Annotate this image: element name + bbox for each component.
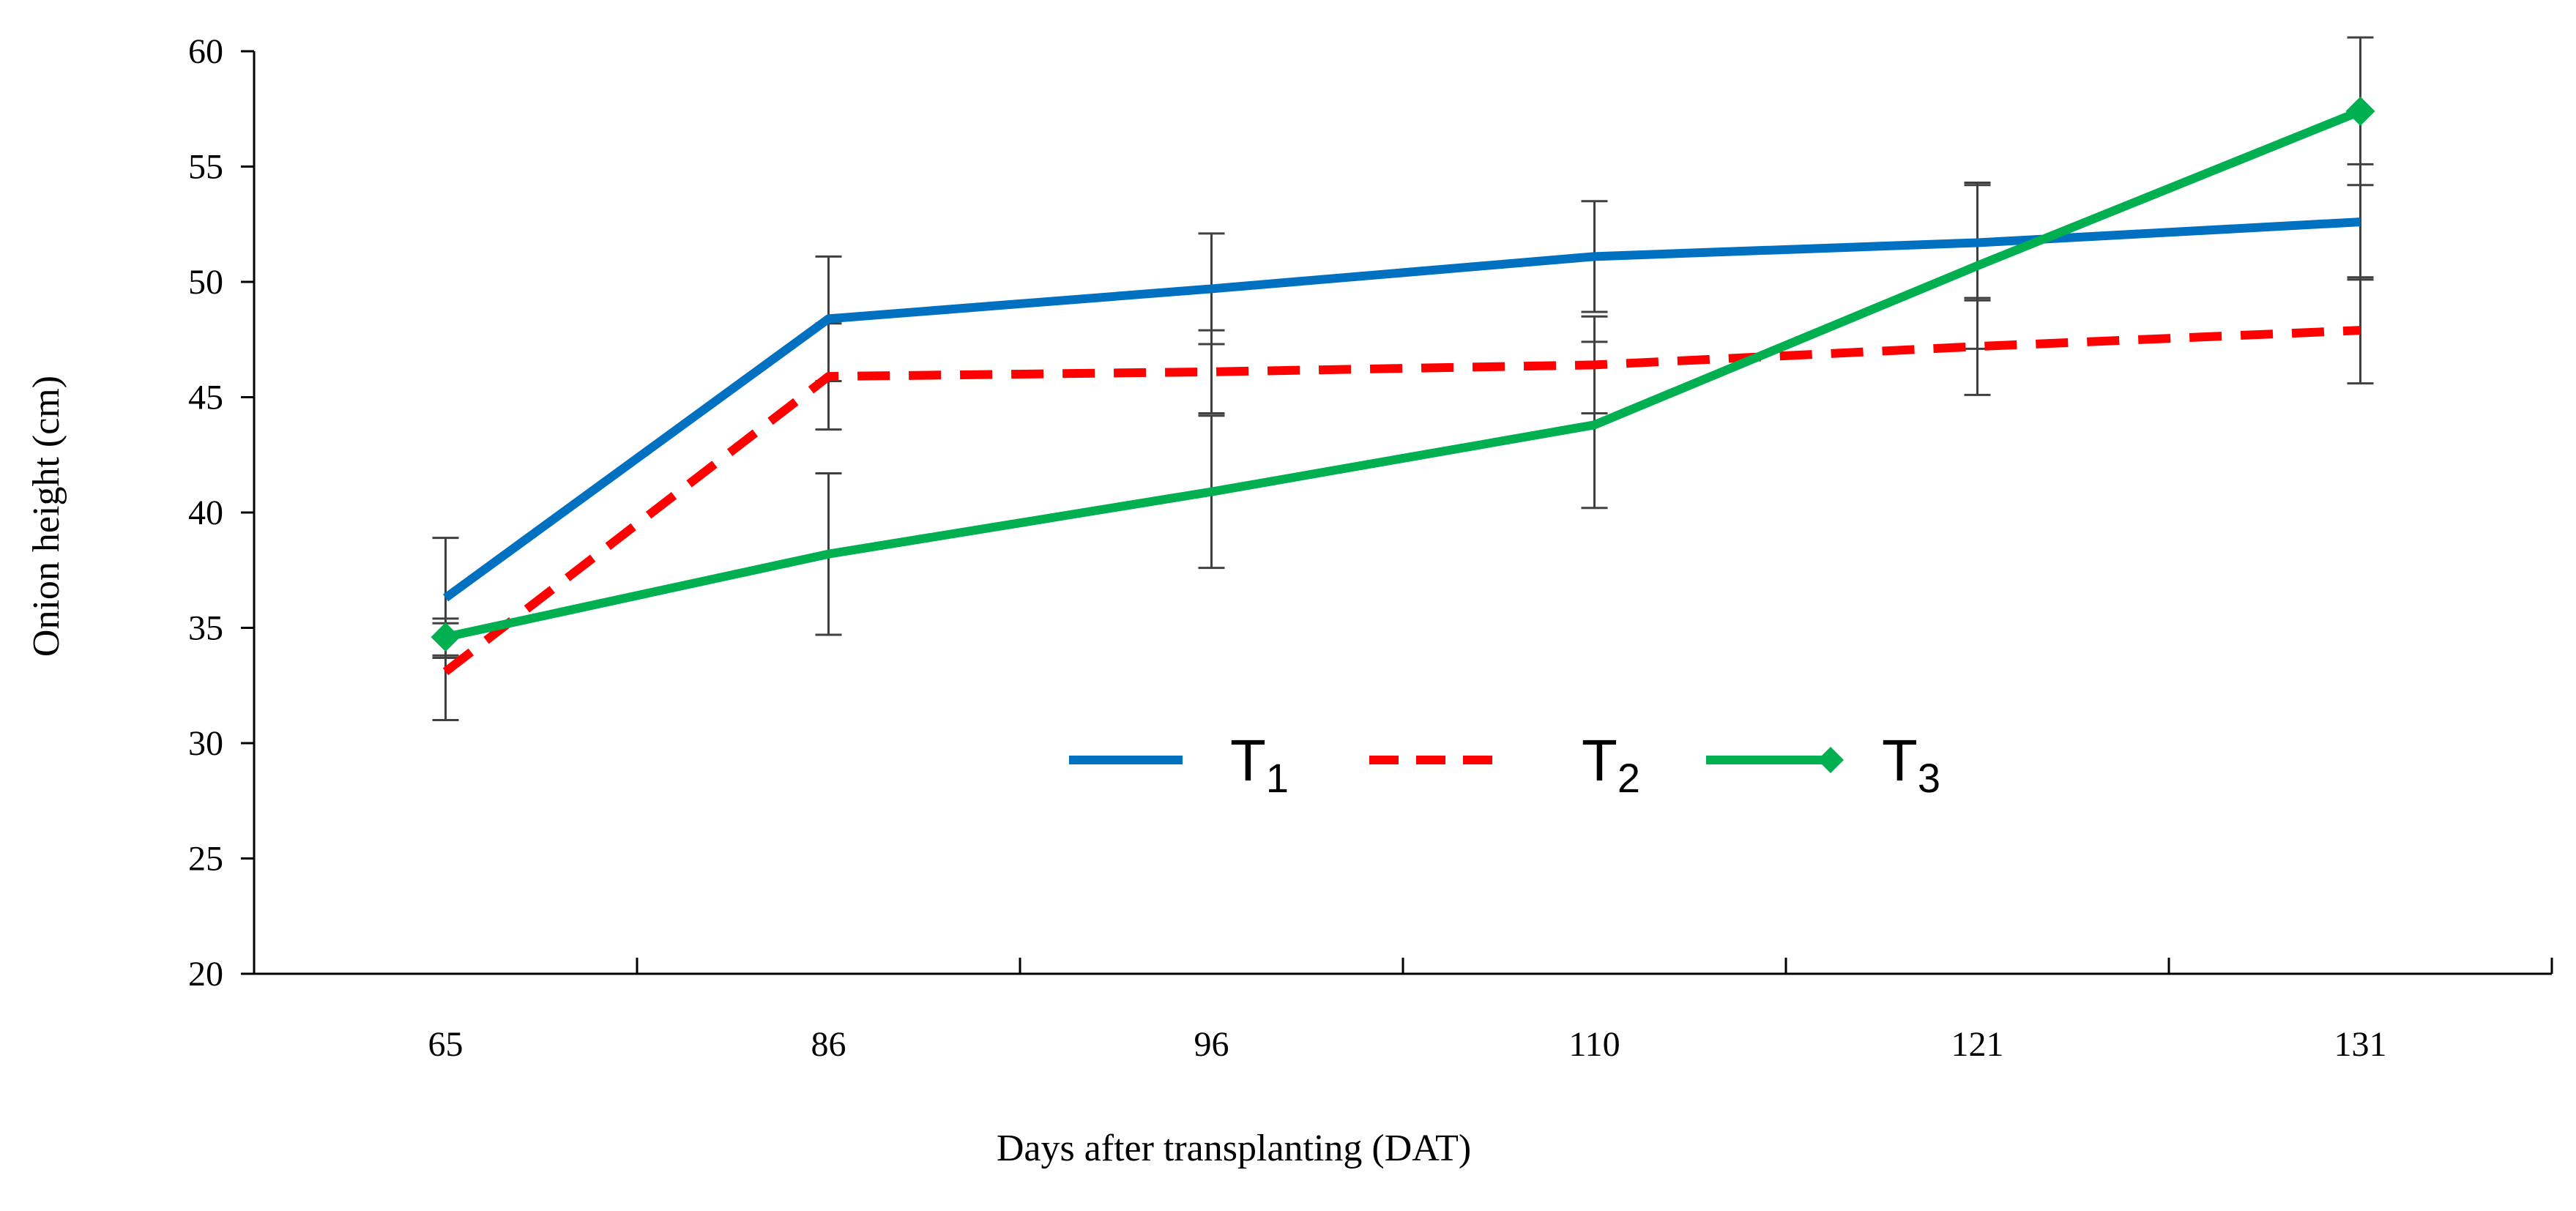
series-line-T1 — [442, 217, 2361, 602]
y-tick-label-25: 25 — [188, 840, 223, 879]
data-point-T3-131 — [2345, 96, 2375, 126]
y-tick-label-20: 20 — [188, 955, 223, 994]
series-lines — [431, 96, 2375, 676]
data-point-T3-65 — [431, 622, 461, 652]
x-axis-title: Days after transplanting (DAT) — [997, 1128, 1471, 1169]
x-tick-label-131: 131 — [2334, 1025, 2387, 1064]
legend: T1 T2 T3 — [1069, 728, 1940, 801]
legend-marker-T3 — [1817, 747, 1844, 773]
y-tick-label-45: 45 — [188, 379, 223, 417]
y-tick-label-30: 30 — [188, 724, 223, 763]
legend-label-T1: T1 — [1230, 728, 1289, 801]
y-tick-label-60: 60 — [188, 32, 223, 71]
series-line-T3 — [444, 107, 2362, 641]
y-tick-label-55: 55 — [188, 148, 223, 187]
x-tick-label-110: 110 — [1568, 1025, 1620, 1064]
x-tick-label-86: 86 — [811, 1025, 846, 1064]
x-tick-label-121: 121 — [1951, 1025, 2004, 1064]
error-bars — [432, 36, 2374, 721]
y-tick-label-50: 50 — [188, 263, 223, 302]
x-tick-label-65: 65 — [428, 1025, 464, 1064]
x-tick-label-96: 96 — [1194, 1025, 1229, 1064]
axes: 20 25 30 35 40 45 50 55 60 65 86 96 110 121 131 — [188, 32, 2553, 1064]
legend-label-T2: T2 — [1582, 728, 1640, 801]
legend-label-T3: T3 — [1882, 728, 1940, 801]
series-line-T2 — [442, 326, 2361, 676]
y-tick-label-40: 40 — [188, 493, 223, 532]
y-axis-title: Onion height (cm) — [26, 376, 67, 657]
y-tick-label-35: 35 — [188, 609, 223, 648]
